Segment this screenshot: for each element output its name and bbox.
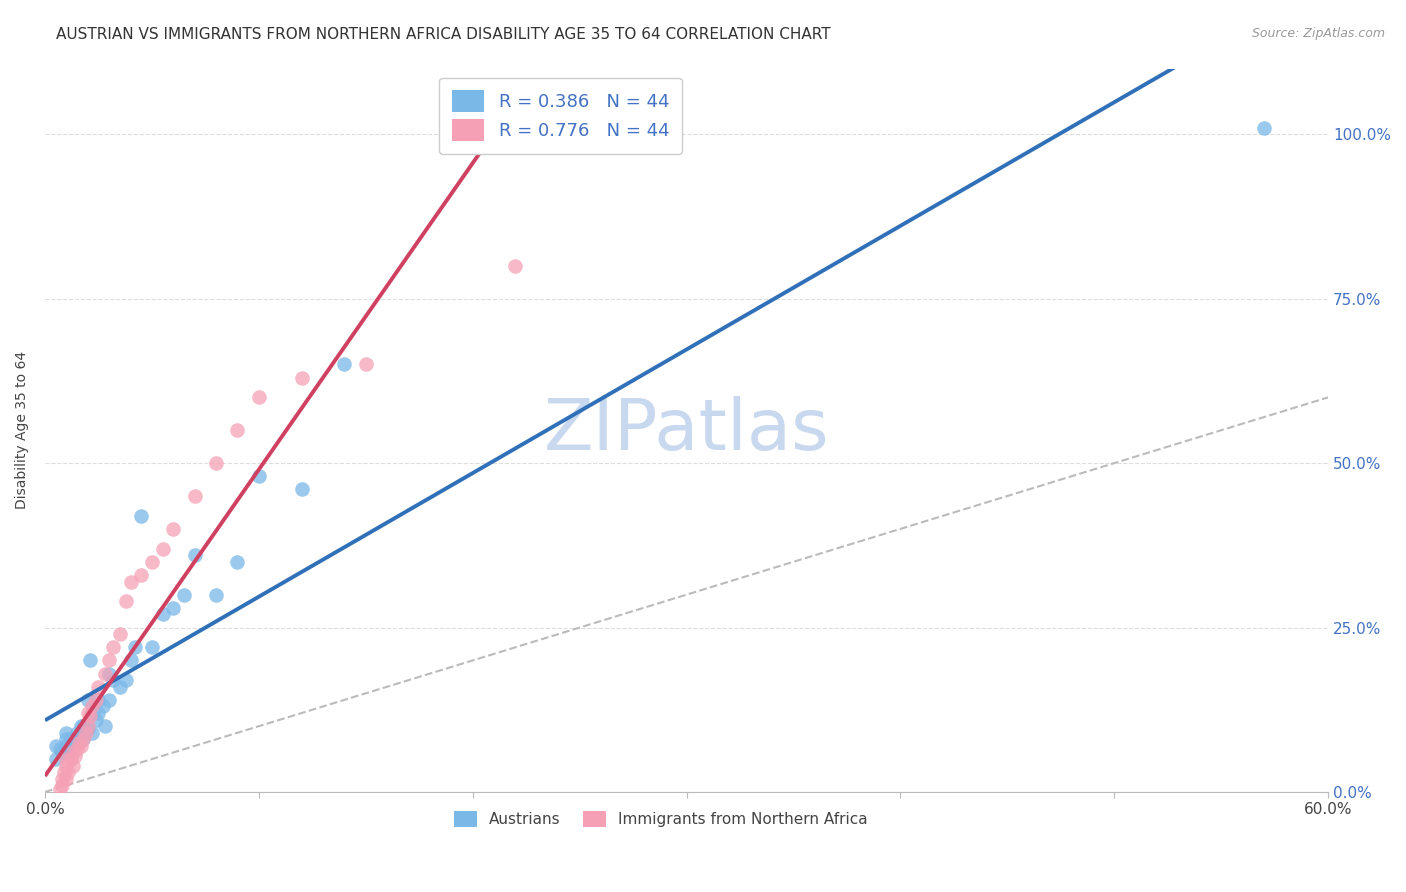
Point (115, 673, 138, 688)
Point (80, 725, 103, 739)
Point (58, 765, 80, 780)
Point (53, 765, 76, 780)
Text: ZIPatlas: ZIPatlas (544, 396, 830, 465)
Legend: Austrians, Immigrants from Northern Africa: Austrians, Immigrants from Northern Afri… (446, 804, 876, 835)
Point (76, 706, 98, 720)
Point (55, 739, 77, 753)
Point (98, 653, 121, 667)
Point (45, 798, 67, 813)
Point (226, 555, 249, 569)
Point (87, 693, 110, 707)
Point (98, 666, 121, 681)
Point (72, 719, 94, 733)
Point (120, 574, 142, 589)
Point (72, 732, 94, 747)
Point (55, 758, 77, 772)
Point (141, 640, 163, 655)
Point (79, 653, 101, 667)
Point (129, 508, 152, 523)
Point (94, 666, 117, 681)
Point (129, 568, 152, 582)
Point (141, 555, 163, 569)
Point (72, 732, 94, 747)
Point (45, 739, 67, 753)
Point (67, 729, 90, 743)
Point (63, 748, 86, 763)
Point (87, 680, 110, 694)
Point (49, 781, 72, 796)
Y-axis label: Disability Age 35 to 64: Disability Age 35 to 64 (15, 351, 30, 509)
Point (55, 732, 77, 747)
Point (55, 772, 77, 786)
Point (162, 522, 184, 536)
Point (205, 456, 228, 470)
Point (173, 588, 195, 602)
Point (59, 752, 82, 766)
Point (152, 541, 174, 556)
Point (66, 742, 89, 756)
Point (59, 732, 82, 747)
Point (80, 706, 103, 720)
Point (98, 693, 121, 707)
Point (63, 736, 86, 750)
Point (41, 811, 63, 825)
Point (291, 483, 314, 497)
Point (124, 640, 146, 655)
Point (51, 746, 73, 760)
Point (62, 758, 84, 772)
Point (51, 778, 73, 792)
Point (76, 693, 98, 707)
Point (226, 423, 249, 437)
Point (59, 742, 82, 756)
Point (62, 746, 84, 760)
Point (103, 640, 125, 655)
Point (115, 594, 138, 608)
Point (505, 259, 527, 273)
Point (66, 725, 89, 739)
Point (84, 713, 107, 727)
Point (45, 752, 67, 766)
Point (162, 600, 184, 615)
Point (84, 693, 107, 707)
Point (75, 725, 97, 739)
Point (183, 548, 205, 562)
Text: Source: ZipAtlas.com: Source: ZipAtlas.com (1251, 27, 1385, 40)
Point (70, 719, 93, 733)
Point (120, 653, 142, 667)
Point (94, 719, 117, 733)
Point (55, 725, 77, 739)
Point (76, 719, 98, 733)
Point (87, 706, 110, 720)
Point (91, 699, 114, 714)
Point (333, 358, 356, 372)
Point (205, 588, 228, 602)
Point (80, 699, 103, 714)
Point (70, 739, 93, 753)
Point (42, 805, 65, 819)
Point (108, 627, 131, 641)
Point (79, 709, 101, 723)
Point (291, 370, 314, 384)
Point (76, 723, 98, 737)
Point (46, 791, 69, 805)
Point (49, 742, 72, 756)
Point (354, 358, 377, 372)
Point (51, 772, 73, 786)
Text: AUSTRIAN VS IMMIGRANTS FROM NORTHERN AFRICA DISABILITY AGE 35 TO 64 CORRELATION : AUSTRIAN VS IMMIGRANTS FROM NORTHERN AFR… (56, 27, 831, 42)
Point (1253, 120, 1275, 135)
Point (67, 736, 90, 750)
Point (108, 680, 131, 694)
Point (247, 390, 270, 404)
Point (55, 752, 77, 766)
Point (152, 607, 174, 622)
Point (103, 673, 125, 688)
Point (183, 489, 205, 503)
Point (247, 469, 270, 483)
